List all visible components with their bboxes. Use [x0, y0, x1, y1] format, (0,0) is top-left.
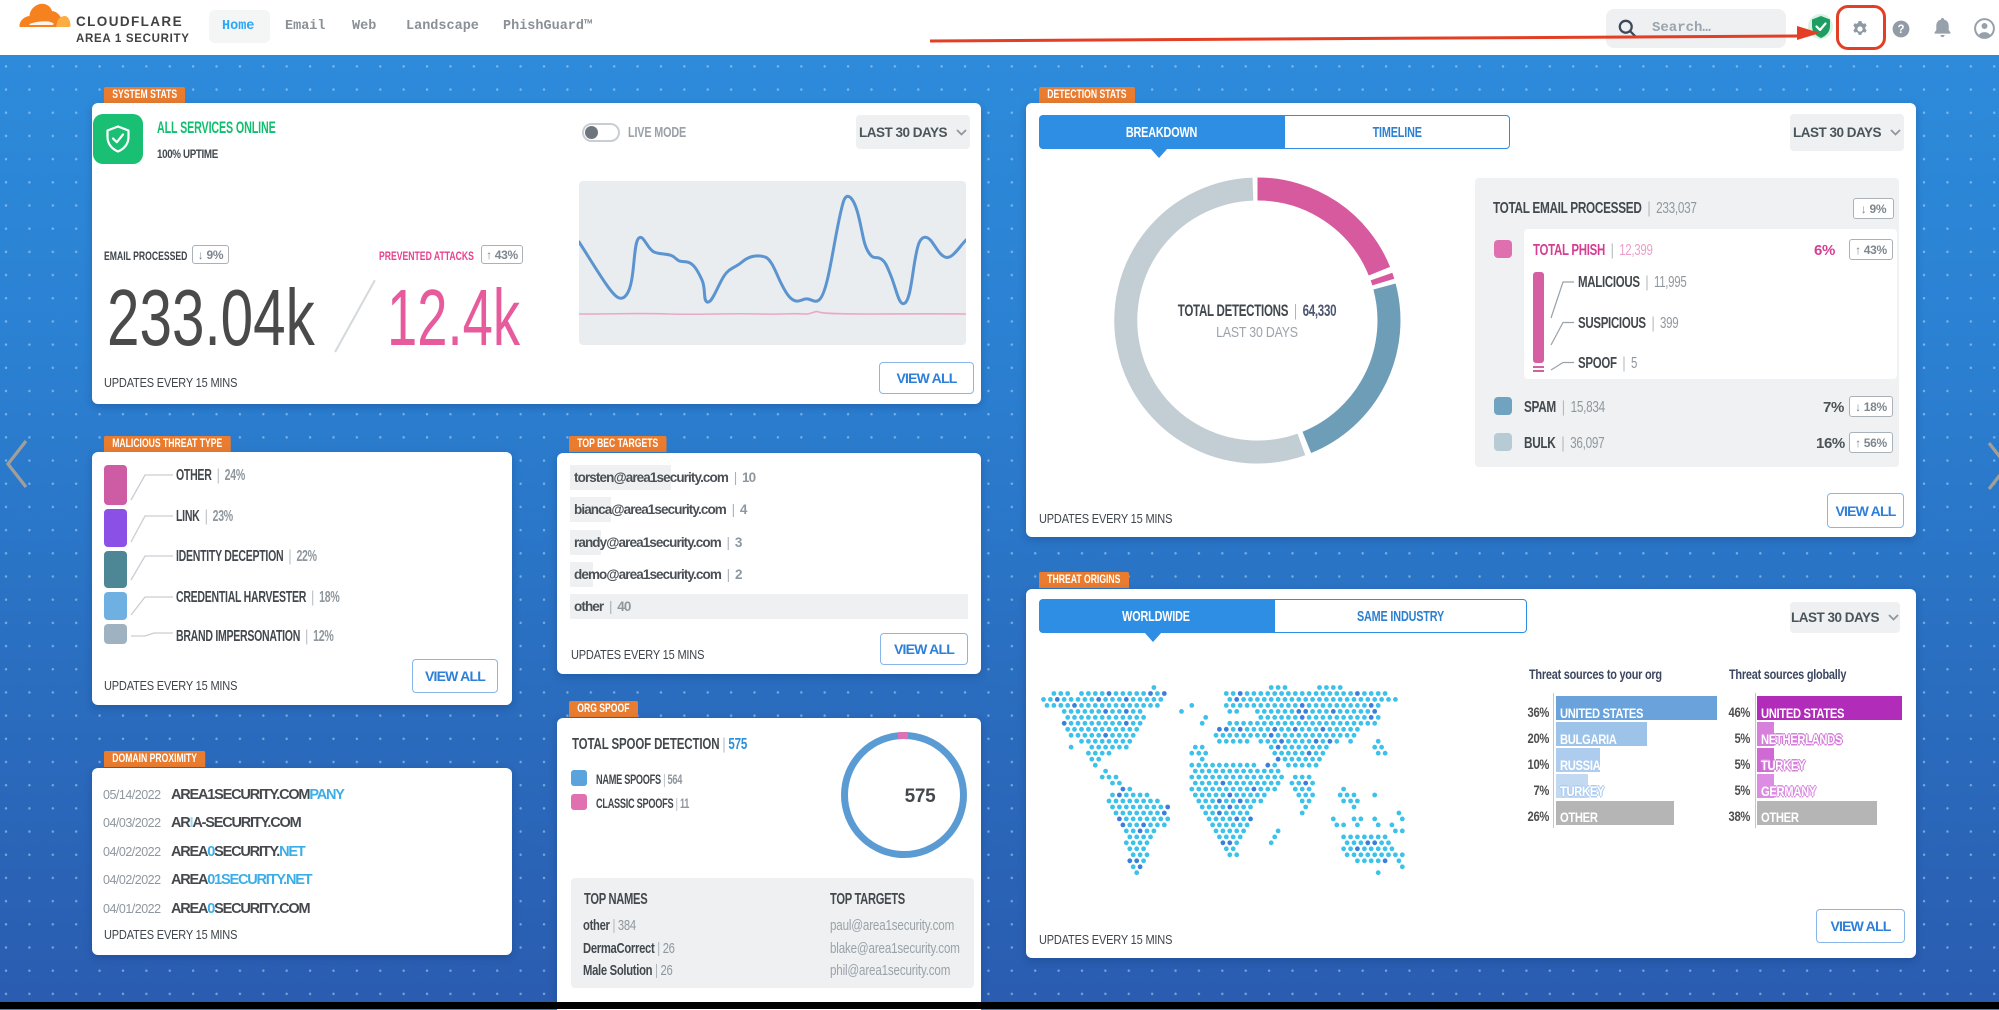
svg-text:?: ? [1897, 24, 1904, 36]
